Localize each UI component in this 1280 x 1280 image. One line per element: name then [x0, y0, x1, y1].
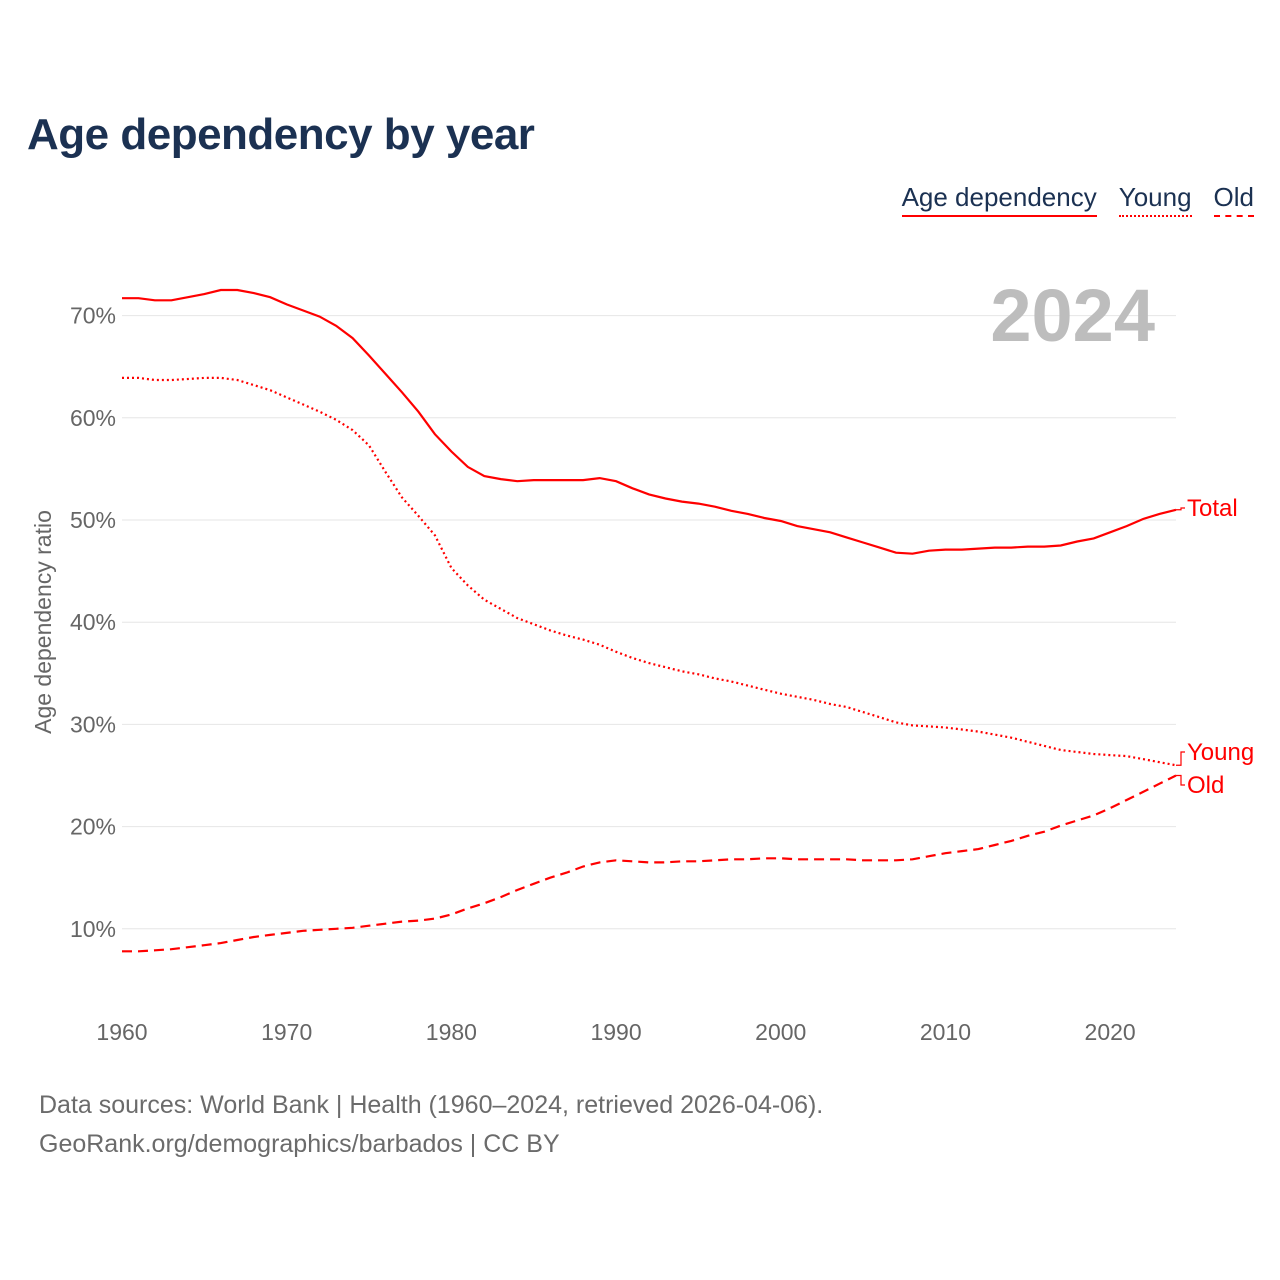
x-tick-label: 1960 — [96, 1019, 147, 1045]
footer: Data sources: World Bank | Health (1960–… — [39, 1086, 823, 1164]
y-tick-label: 40% — [70, 609, 116, 635]
y-tick-label: 20% — [70, 814, 116, 840]
legend-item-age-dependency[interactable]: Age dependency — [901, 182, 1097, 217]
x-axis-ticks: 1960 1970 1980 1990 2000 2010 2020 — [96, 1019, 1135, 1045]
attribution-link[interactable]: GeoRank.org/demographics/barbados | CC B… — [39, 1130, 560, 1158]
series-line-total — [122, 288, 1177, 555]
year-watermark: 2024 — [990, 274, 1155, 357]
legend-item-young[interactable]: Young — [1118, 182, 1192, 217]
legend-item-old[interactable]: Old — [1213, 182, 1254, 217]
x-tick-label: 2020 — [1085, 1019, 1136, 1045]
x-tick-label: 1990 — [590, 1019, 641, 1045]
series-end-labels: Total Young Old — [1176, 495, 1254, 799]
y-tick-label: 70% — [70, 303, 116, 329]
end-label-connector — [1176, 774, 1185, 786]
end-label-connector — [1176, 751, 1185, 766]
y-tick-label: 10% — [70, 916, 116, 942]
x-tick-label: 1970 — [261, 1019, 312, 1045]
x-tick-label: 2010 — [920, 1019, 971, 1045]
y-tick-label: 30% — [70, 711, 116, 737]
end-label-old: Old — [1187, 772, 1224, 799]
series-line-old — [122, 774, 1177, 953]
legend: Age dependency Young Old — [901, 182, 1254, 217]
end-label-young: Young — [1187, 739, 1254, 766]
y-tick-label: 60% — [70, 405, 116, 431]
y-axis-label: Age dependency ratio — [30, 510, 56, 734]
x-tick-label: 2000 — [755, 1019, 806, 1045]
y-tick-label: 50% — [70, 507, 116, 533]
series-line-young — [122, 376, 1177, 767]
chart-title: Age dependency by year — [27, 110, 535, 159]
y-axis-ticks: 10% 20% 30% 40% 50% 60% 70% — [70, 303, 116, 942]
x-tick-label: 1980 — [426, 1019, 477, 1045]
gridlines — [122, 315, 1176, 930]
data-source-note: Data sources: World Bank | Health (1960–… — [39, 1091, 824, 1119]
end-label-total: Total — [1187, 495, 1238, 522]
series-lines — [122, 288, 1177, 953]
end-label-connector — [1176, 507, 1185, 511]
